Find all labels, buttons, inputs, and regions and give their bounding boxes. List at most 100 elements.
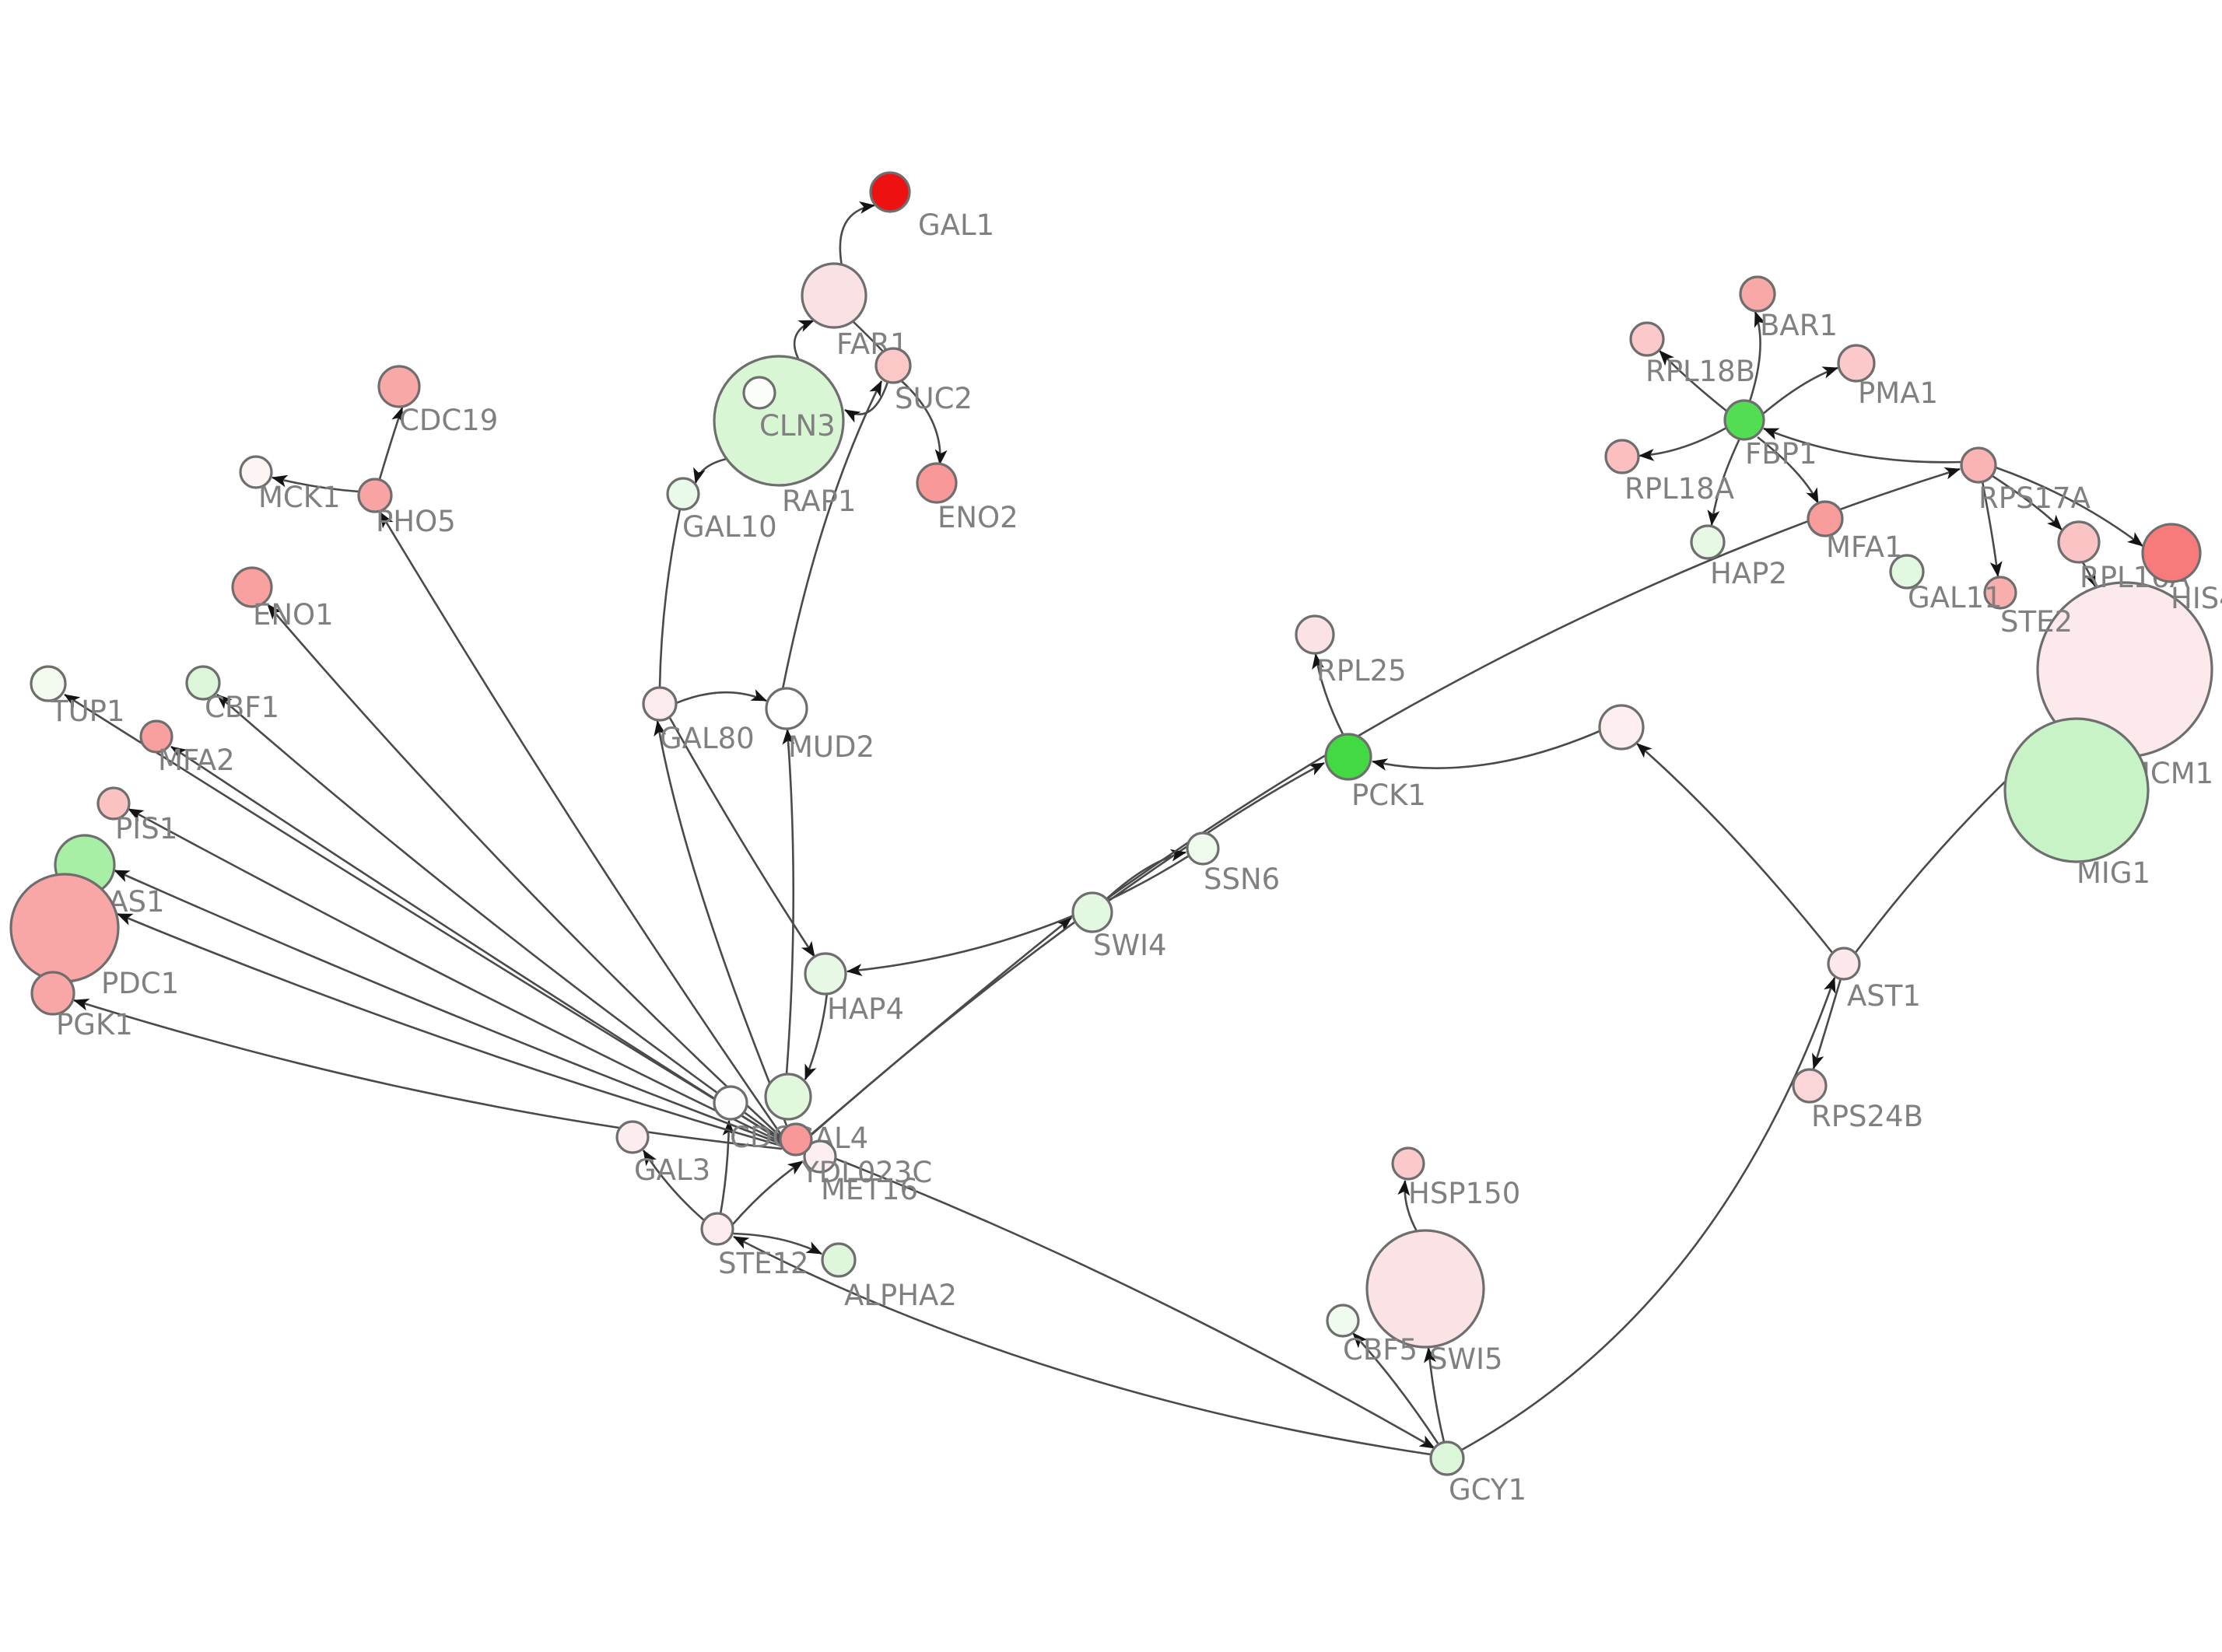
edge-YDL023C-PHO5[interactable] bbox=[379, 512, 783, 1136]
edge-RAP1-FAR1[interactable] bbox=[793, 319, 815, 362]
node-circle-RPL18A[interactable] bbox=[1604, 439, 1640, 474]
node-circle-RPS24B[interactable] bbox=[1792, 1068, 1828, 1104]
node-circle-HIS4[interactable] bbox=[2141, 523, 2202, 583]
edge-STE12-MET16[interactable] bbox=[732, 1160, 804, 1225]
node-circle-CBF1[interactable] bbox=[185, 665, 221, 701]
edge-FBP1-BAR1[interactable] bbox=[1748, 311, 1767, 402]
node-circle-AST1[interactable] bbox=[1827, 947, 1861, 981]
edge-UNNAMED-PCK1[interactable] bbox=[1372, 730, 1600, 771]
node-circle-CLN3[interactable] bbox=[742, 376, 776, 410]
node-circle-HSP150[interactable] bbox=[1391, 1146, 1425, 1181]
edge-GAL10-GAL80[interactable] bbox=[658, 508, 682, 688]
edge-STE12-ALPHA2[interactable] bbox=[732, 1232, 822, 1255]
node-circle-GCY1[interactable] bbox=[1429, 1440, 1465, 1476]
node-circle-GAL3[interactable] bbox=[615, 1120, 650, 1154]
node-circle-SWI4[interactable] bbox=[1071, 891, 1113, 933]
node-circle-SUC2[interactable] bbox=[874, 347, 912, 384]
edge-GAL80-HAP4[interactable] bbox=[668, 717, 816, 957]
node-circle-RPS17A[interactable] bbox=[1960, 446, 1997, 484]
node-circle-STE12[interactable] bbox=[700, 1212, 734, 1246]
edge-SUC2-RAP1[interactable] bbox=[844, 381, 889, 423]
node-circle-PCK1[interactable] bbox=[1324, 733, 1372, 781]
edge-RPS17A-FBP1[interactable] bbox=[1763, 427, 1962, 464]
edge-RPS17A-STE2[interactable] bbox=[1981, 481, 2003, 577]
edge-FBP1-RPL18A[interactable] bbox=[1638, 426, 1727, 461]
node-circle-CDC[interactable] bbox=[713, 1085, 748, 1121]
edge-SWI5-HSP150[interactable] bbox=[1397, 1180, 1418, 1232]
edge-SWI4-SSN6[interactable] bbox=[1106, 849, 1186, 900]
node-circle-FBP1[interactable] bbox=[1723, 399, 1765, 441]
node-circle-HAP2[interactable] bbox=[1690, 524, 1726, 560]
edge-YDL023C-GAL80[interactable] bbox=[654, 720, 788, 1126]
node-circle-MIG1[interactable] bbox=[2003, 717, 2150, 863]
edge-YDL023C-RAS1[interactable] bbox=[114, 869, 781, 1145]
edge-AST1-RPS24B[interactable] bbox=[1812, 978, 1842, 1069]
node-circle-ALPHA2[interactable] bbox=[821, 1242, 857, 1278]
node-circle-YDL023C[interactable] bbox=[779, 1122, 813, 1157]
edge-GAL80-MUD2[interactable] bbox=[675, 689, 767, 705]
node-circle-ENO1[interactable] bbox=[231, 566, 273, 608]
edge-FAR1-GAL1[interactable] bbox=[839, 201, 875, 267]
node-circle-MET16[interactable] bbox=[803, 1139, 837, 1174]
edge-MUD2-SUC2[interactable] bbox=[781, 380, 883, 690]
edge-RPS17A-HIS4[interactable] bbox=[1995, 466, 2143, 548]
edge-HAP4-GAL4[interactable] bbox=[804, 992, 829, 1080]
edge-FBP1-RPL18B[interactable] bbox=[1659, 350, 1728, 413]
node-circle-GAL4[interactable] bbox=[764, 1073, 812, 1121]
edge-GCY1-STE12[interactable] bbox=[733, 1235, 1432, 1456]
node-circle-MCK1[interactable] bbox=[239, 455, 273, 489]
edge-RPS17A-RPL16A[interactable] bbox=[1992, 474, 2063, 530]
edge-FBP1-PMA1[interactable] bbox=[1762, 366, 1838, 415]
edge-PHO5-CDC19[interactable] bbox=[378, 407, 404, 480]
node-circle-GAL10[interactable] bbox=[666, 477, 700, 511]
edge-RPL16A-MCM1[interactable] bbox=[2081, 562, 2097, 587]
edge-SSN6-HAP4[interactable] bbox=[846, 855, 1189, 977]
node-circle-HAP4[interactable] bbox=[804, 952, 847, 996]
node-circle-BAR1[interactable] bbox=[1739, 275, 1776, 313]
node-circle-PHO5[interactable] bbox=[357, 478, 393, 513]
node-circle-PGK1[interactable] bbox=[30, 971, 75, 1016]
edge-GCY1-AST1[interactable] bbox=[1461, 977, 1836, 1451]
edge-YDL023C-ENO1[interactable] bbox=[267, 604, 782, 1138]
edge-GCY1-SWI5[interactable] bbox=[1424, 1347, 1446, 1443]
edge-STE12-GAL3[interactable] bbox=[642, 1150, 705, 1221]
edge-YDL023C-PDC1[interactable] bbox=[117, 912, 782, 1147]
node-circle-RPL16A[interactable] bbox=[2057, 520, 2101, 564]
node-circle-CDC19[interactable] bbox=[377, 365, 421, 408]
node-circle-SSN6[interactable] bbox=[1186, 831, 1220, 866]
edge-AST1-UNNAMED[interactable] bbox=[1636, 743, 1835, 954]
edge-YDL023C-RPS17A[interactable] bbox=[811, 467, 1961, 1136]
edge-FAR1-SUC2[interactable] bbox=[850, 319, 885, 353]
node-circle-MFA2[interactable] bbox=[139, 719, 173, 754]
edge-YDL023C-PGK1[interactable] bbox=[73, 999, 783, 1150]
node-circle-ENO2[interactable] bbox=[916, 462, 958, 504]
node-circle-MFA1[interactable] bbox=[1807, 500, 1844, 537]
edge-SUC2-ENO2[interactable] bbox=[901, 380, 948, 465]
node-circle-TUP1[interactable] bbox=[30, 665, 67, 702]
node-circle-SWI5[interactable] bbox=[1365, 1229, 1485, 1349]
node-circle-CBF5[interactable] bbox=[1326, 1304, 1360, 1338]
node-circle-UNNAMED[interactable] bbox=[1598, 704, 1645, 751]
node-circle-PDC1[interactable] bbox=[9, 873, 120, 983]
edge-YDL023C-GCY1[interactable] bbox=[809, 1147, 1435, 1450]
edge-FBP1-MFA1[interactable] bbox=[1757, 436, 1820, 504]
node-circle-RPL18B[interactable] bbox=[1629, 321, 1665, 357]
node-circle-PMA1[interactable] bbox=[1837, 344, 1876, 383]
node-circle-RPL25[interactable] bbox=[1295, 614, 1335, 655]
edge-YDL023C-TUP1[interactable] bbox=[64, 693, 781, 1141]
edge-STE12-CDC[interactable] bbox=[719, 1120, 735, 1215]
edge-RAP1-GAL10[interactable] bbox=[693, 457, 727, 484]
node-circle-FAR1[interactable] bbox=[801, 262, 867, 329]
edge-GCY1-CBF5[interactable] bbox=[1352, 1332, 1440, 1445]
edge-YDL023C-PIS1[interactable] bbox=[128, 807, 781, 1143]
edge-FBP1-HAP2[interactable] bbox=[1707, 438, 1741, 526]
edge-YDL023C-CBF1[interactable] bbox=[216, 694, 782, 1140]
edge-PHO5-MCK1[interactable] bbox=[272, 474, 359, 493]
node-circle-STE2[interactable] bbox=[1983, 576, 2017, 610]
edge-YDL023C-MFA2[interactable] bbox=[170, 745, 781, 1142]
edge-PCK1-RPL25[interactable] bbox=[1312, 653, 1344, 735]
edge-SWI4-PCK1[interactable] bbox=[1107, 761, 1325, 903]
node-circle-GAL11[interactable] bbox=[1889, 554, 1925, 590]
edge-GAL4-MUD2[interactable] bbox=[782, 729, 795, 1075]
node-circle-GAL80[interactable] bbox=[642, 686, 678, 722]
